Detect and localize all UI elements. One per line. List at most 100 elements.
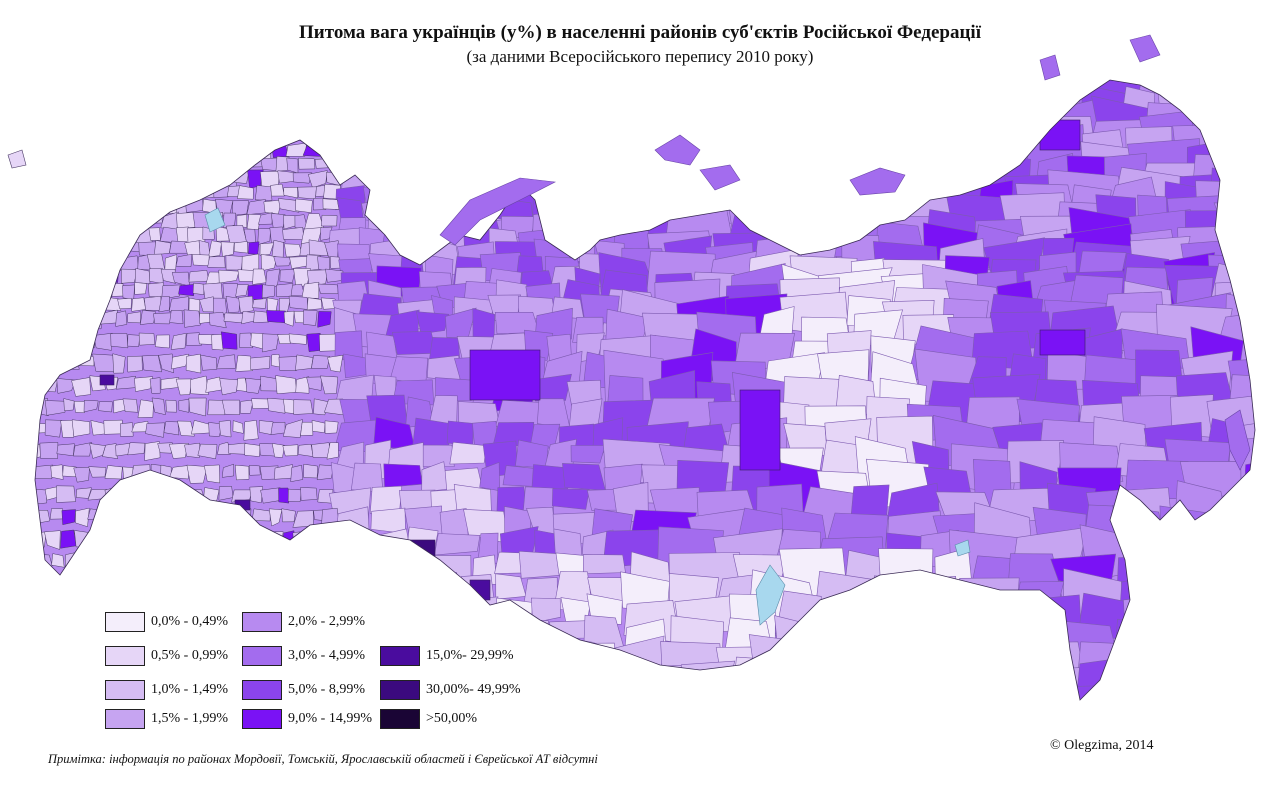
district (177, 420, 195, 437)
district (182, 100, 198, 115)
district (429, 98, 456, 137)
district (500, 115, 547, 151)
district (507, 705, 546, 745)
district (648, 100, 698, 142)
district (275, 128, 291, 145)
district (210, 530, 229, 548)
district (131, 297, 146, 312)
district (571, 111, 602, 153)
district (168, 296, 189, 312)
district (18, 709, 32, 722)
district (254, 551, 274, 568)
district (244, 443, 261, 457)
district (94, 80, 110, 90)
district (490, 618, 524, 653)
district (283, 187, 298, 199)
district (473, 705, 514, 728)
district (200, 354, 218, 371)
district (83, 400, 99, 413)
district (19, 213, 32, 230)
district (451, 98, 487, 128)
district (160, 268, 176, 284)
district (20, 226, 35, 245)
district (46, 332, 63, 346)
district (295, 376, 310, 394)
district (200, 185, 217, 199)
district (49, 226, 68, 243)
district (394, 683, 417, 700)
district (605, 706, 644, 758)
district (938, 683, 981, 700)
district (177, 596, 191, 612)
district (378, 131, 406, 158)
district (97, 86, 121, 102)
island (1224, 409, 1251, 471)
district (58, 255, 77, 272)
district (572, 182, 616, 220)
district (148, 80, 166, 89)
district (404, 83, 438, 114)
district (49, 508, 64, 520)
district (245, 377, 263, 394)
district (205, 642, 221, 658)
district (35, 596, 39, 615)
district (486, 638, 521, 671)
district (98, 117, 118, 132)
district (862, 590, 925, 654)
district (142, 355, 163, 373)
district (47, 575, 63, 592)
district (562, 215, 593, 249)
district (75, 227, 90, 238)
district (304, 706, 314, 723)
district (486, 661, 522, 699)
district (1041, 667, 1080, 699)
district (159, 60, 173, 70)
district (304, 128, 326, 147)
district (144, 295, 162, 311)
district (549, 172, 574, 205)
district (220, 87, 235, 102)
district (303, 309, 318, 326)
district (425, 594, 464, 623)
district (225, 255, 244, 271)
district (660, 641, 724, 682)
district (679, 660, 736, 694)
district (309, 531, 321, 549)
district (542, 99, 579, 135)
district (1217, 95, 1255, 156)
district (76, 197, 93, 213)
lake-ladoga (204, 207, 226, 233)
district (35, 375, 46, 393)
district (141, 128, 159, 146)
district (251, 597, 271, 611)
district (102, 296, 122, 311)
district (232, 60, 246, 72)
district (1248, 252, 1255, 298)
district (298, 157, 316, 170)
district (504, 129, 541, 165)
district (73, 401, 87, 413)
district (296, 576, 309, 590)
district (91, 100, 108, 119)
district (173, 553, 191, 571)
district (63, 310, 77, 325)
district (135, 486, 150, 504)
district (112, 169, 126, 187)
district (194, 101, 214, 114)
district (395, 185, 443, 222)
district (267, 397, 286, 414)
district (333, 80, 370, 100)
district (138, 241, 156, 256)
district (523, 80, 561, 112)
district (56, 443, 75, 457)
district (306, 333, 321, 352)
district (41, 86, 52, 104)
district (526, 154, 561, 180)
district (126, 531, 144, 543)
district (430, 86, 466, 110)
district (311, 642, 324, 657)
district (396, 96, 437, 141)
district (35, 354, 49, 375)
district (1114, 618, 1176, 662)
district (288, 128, 309, 141)
